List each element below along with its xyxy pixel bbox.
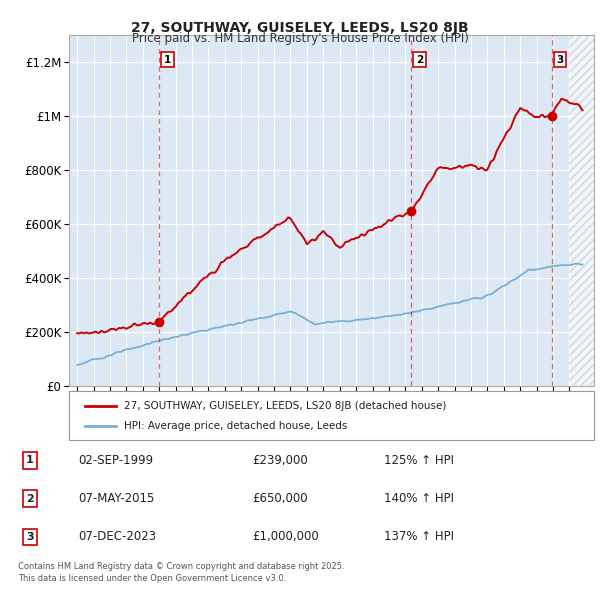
Text: 27, SOUTHWAY, GUISELEY, LEEDS, LS20 8JB (detached house): 27, SOUTHWAY, GUISELEY, LEEDS, LS20 8JB … <box>124 401 446 411</box>
Text: £650,000: £650,000 <box>252 492 308 505</box>
Text: 02-SEP-1999: 02-SEP-1999 <box>78 454 153 467</box>
Text: 140% ↑ HPI: 140% ↑ HPI <box>384 492 454 505</box>
Text: Price paid vs. HM Land Registry's House Price Index (HPI): Price paid vs. HM Land Registry's House … <box>131 32 469 45</box>
Text: 07-DEC-2023: 07-DEC-2023 <box>78 530 156 543</box>
Text: Contains HM Land Registry data © Crown copyright and database right 2025.
This d: Contains HM Land Registry data © Crown c… <box>18 562 344 583</box>
Text: 07-MAY-2015: 07-MAY-2015 <box>78 492 154 505</box>
Bar <box>569 35 594 386</box>
Text: 3: 3 <box>556 55 563 65</box>
Text: 3: 3 <box>26 532 34 542</box>
Text: £1,000,000: £1,000,000 <box>252 530 319 543</box>
Text: £239,000: £239,000 <box>252 454 308 467</box>
FancyBboxPatch shape <box>69 391 594 440</box>
Text: 2: 2 <box>416 55 423 65</box>
Text: 1: 1 <box>164 55 171 65</box>
Text: 1: 1 <box>26 455 34 465</box>
Text: 137% ↑ HPI: 137% ↑ HPI <box>384 530 454 543</box>
Text: 2: 2 <box>26 494 34 503</box>
Text: 27, SOUTHWAY, GUISELEY, LEEDS, LS20 8JB: 27, SOUTHWAY, GUISELEY, LEEDS, LS20 8JB <box>131 21 469 35</box>
Text: 125% ↑ HPI: 125% ↑ HPI <box>384 454 454 467</box>
Text: HPI: Average price, detached house, Leeds: HPI: Average price, detached house, Leed… <box>124 421 347 431</box>
